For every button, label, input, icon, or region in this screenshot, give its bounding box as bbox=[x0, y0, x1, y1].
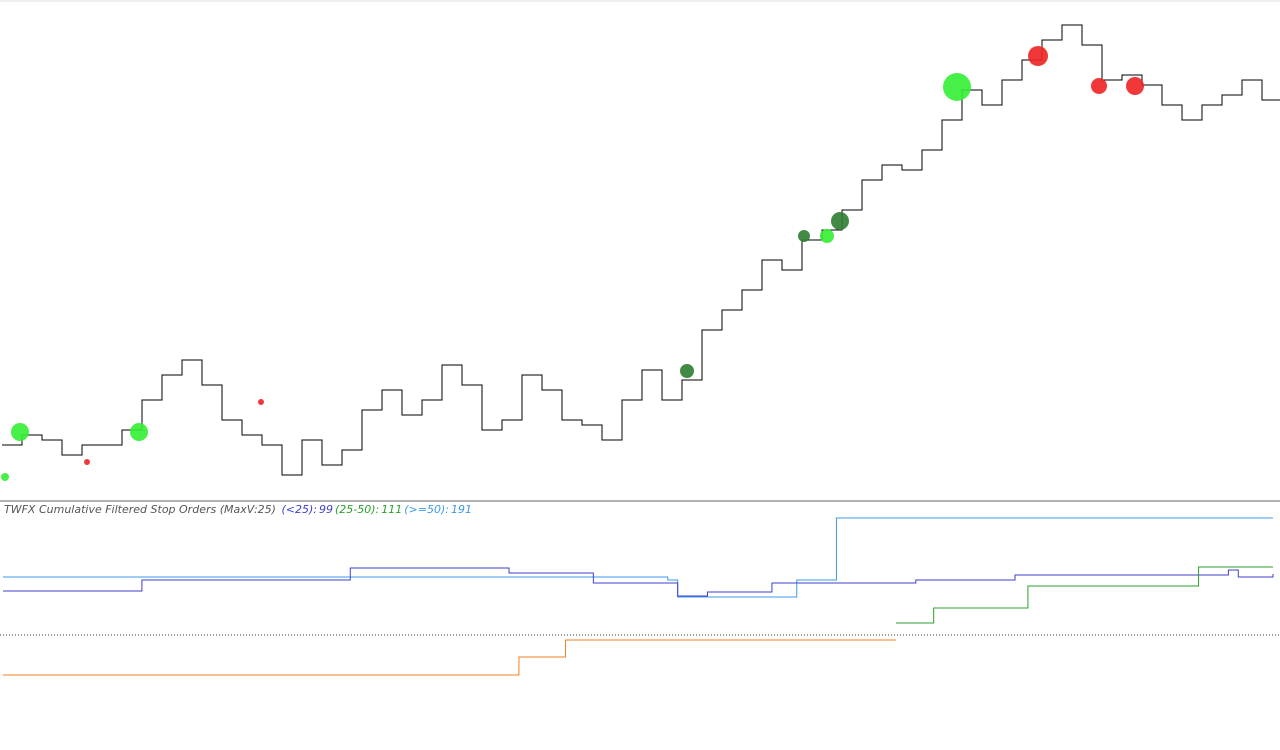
order-bubble bbox=[1091, 78, 1107, 94]
legend-value: 111 bbox=[381, 503, 403, 516]
legend-label: (>=50): bbox=[404, 503, 449, 516]
legend-value: 99 bbox=[318, 503, 333, 516]
order-bubble bbox=[1028, 46, 1048, 66]
price-line bbox=[2, 24, 1280, 476]
order-bubble bbox=[11, 423, 29, 441]
order-bubble bbox=[680, 364, 694, 378]
legend-label: (25-50): bbox=[334, 503, 380, 516]
order-bubble bbox=[831, 212, 849, 230]
order-bubble bbox=[130, 423, 148, 441]
order-bubble bbox=[1, 473, 9, 481]
indicator-line bbox=[3, 639, 896, 676]
order-bubble bbox=[820, 229, 834, 243]
indicator-line bbox=[3, 517, 1273, 598]
indicator-title: TWFX Cumulative Filtered Stop Orders (Ma… bbox=[4, 503, 276, 516]
order-bubble bbox=[84, 459, 90, 465]
legend-label: (<25): bbox=[281, 503, 317, 516]
order-bubble bbox=[798, 230, 810, 242]
order-bubble bbox=[1126, 77, 1144, 95]
indicator-line bbox=[895, 566, 1273, 624]
order-bubble bbox=[258, 399, 264, 405]
indicator-line bbox=[3, 567, 1274, 597]
indicator-legend: TWFX Cumulative Filtered Stop Orders (Ma… bbox=[4, 503, 474, 516]
legend-value: 191 bbox=[450, 503, 472, 516]
order-bubble bbox=[943, 73, 971, 101]
